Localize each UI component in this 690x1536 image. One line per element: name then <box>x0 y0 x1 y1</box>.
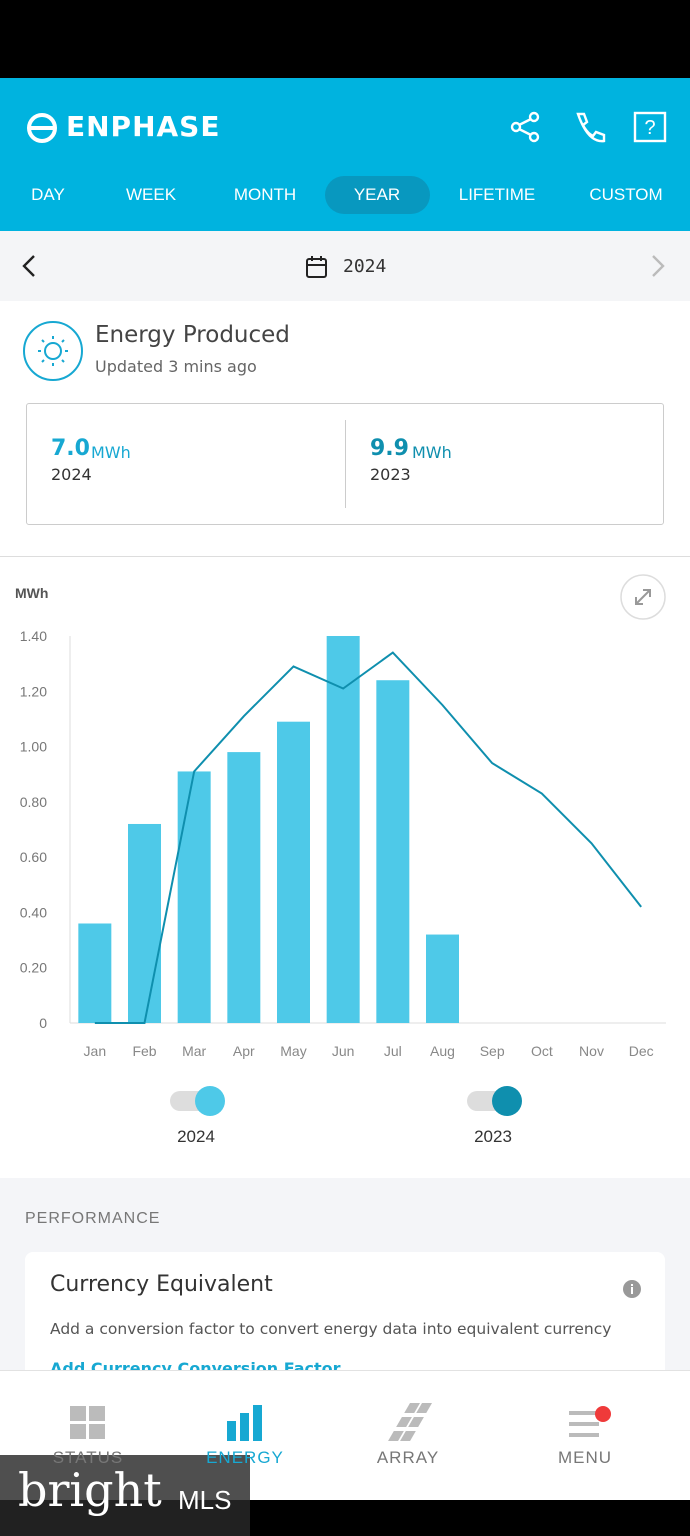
logo: ENPHASE <box>66 110 221 143</box>
bar <box>426 934 459 1023</box>
nav-item[interactable]: MENU <box>557 1448 613 1467</box>
card-title: Energy Produced <box>95 322 290 348</box>
currency-title: Currency Equivalent <box>50 1272 273 1297</box>
array-icon <box>388 1403 432 1441</box>
summary-unit: MWh <box>412 443 452 462</box>
menu-icon <box>569 1406 611 1437</box>
bar <box>376 680 410 1023</box>
x-tick-label: Jan <box>84 1043 107 1059</box>
svg-text:?: ? <box>644 117 655 139</box>
y-tick-label: 1.00 <box>20 739 47 755</box>
nav-item[interactable]: ENERGY <box>206 1448 284 1467</box>
active-tab-pill <box>325 176 430 214</box>
x-tick-label: Sep <box>480 1043 505 1059</box>
legend-toggle-knob[interactable] <box>492 1086 522 1116</box>
currency-text: Add a conversion factor to convert energ… <box>50 1320 612 1338</box>
tab[interactable]: MONTH <box>233 185 297 204</box>
x-tick-label: Jul <box>384 1043 402 1059</box>
summary-unit: MWh <box>91 443 131 462</box>
x-tick-label: Oct <box>531 1043 553 1059</box>
bar <box>177 771 211 1023</box>
watermark-suffix: MLS <box>178 1485 232 1515</box>
y-tick-label: 0.80 <box>20 794 47 810</box>
y-axis-label: MWh <box>15 585 48 601</box>
section-title: PERFORMANCE <box>25 1210 161 1227</box>
legend-label: 2023 <box>474 1127 512 1146</box>
summary-value: 9.9 <box>370 436 409 461</box>
nav-item[interactable]: STATUS <box>52 1448 124 1467</box>
tab[interactable]: WEEK <box>125 185 177 204</box>
x-tick-label: May <box>280 1043 306 1059</box>
tab[interactable]: LIFETIME <box>458 185 536 204</box>
separator <box>0 556 690 557</box>
x-tick-label: Nov <box>579 1043 604 1059</box>
line <box>94 651 642 1024</box>
status-bar <box>0 0 690 78</box>
bar <box>128 823 161 1023</box>
sun-icon <box>23 321 83 381</box>
watermark-brand: bright <box>18 1463 162 1517</box>
summary-year: 2023 <box>370 465 411 484</box>
bar <box>277 721 310 1023</box>
legend-toggle-knob[interactable] <box>195 1086 225 1116</box>
legend-label: 2024 <box>177 1127 215 1146</box>
tab[interactable]: CUSTOM <box>589 185 663 204</box>
y-tick-label: 0.40 <box>20 904 47 920</box>
y-tick-label: 1.20 <box>20 683 47 699</box>
x-tick-label: Dec <box>629 1043 654 1059</box>
expand-icon <box>635 589 651 605</box>
header-icons[interactable]: ? <box>510 110 670 146</box>
bar <box>227 752 261 1023</box>
bar <box>78 923 112 1023</box>
tab[interactable]: DAY <box>31 185 65 204</box>
status-icon <box>70 1406 105 1439</box>
watermark: bright MLS <box>0 1455 250 1536</box>
prev-button[interactable] <box>20 253 40 279</box>
summary-value: 7.0 <box>51 436 90 461</box>
tab[interactable]: YEAR <box>353 185 401 204</box>
info-icon[interactable] <box>622 1279 642 1299</box>
x-tick-label: Feb <box>132 1043 156 1059</box>
logo-icon <box>27 113 57 143</box>
y-tick-label: 0 <box>39 1015 47 1031</box>
y-tick-label: 0.20 <box>20 960 47 976</box>
x-tick-label: Jun <box>332 1043 355 1059</box>
summary-box <box>26 403 664 525</box>
energy-icon <box>227 1405 262 1441</box>
date[interactable]: 2024 <box>343 256 387 277</box>
date-bar: 2024 <box>0 231 690 301</box>
next-button[interactable] <box>648 253 668 279</box>
chart: MWh 0 0.20 0.40 0.60 0.80 1.00 1.20 1.40 Jan Feb M… <box>15 574 666 1146</box>
updated: Updated 3 mins ago <box>95 357 257 376</box>
calendar-icon <box>306 256 327 278</box>
x-tick-label: Aug <box>430 1043 455 1059</box>
currency-card: Currency Equivalent Add a conversion fac… <box>25 1252 665 1382</box>
y-tick-label: 1.40 <box>20 628 47 644</box>
divider <box>345 420 346 508</box>
x-tick-label: Mar <box>182 1043 206 1059</box>
header: ENPHASE ? <box>0 78 690 231</box>
summary-year: 2024 <box>51 465 92 484</box>
bar <box>326 636 360 1023</box>
performance-section: PERFORMANCE Currency Equivalent Add a co… <box>0 1178 690 1382</box>
x-tick-label: Apr <box>233 1043 255 1059</box>
nav-item[interactable]: ARRAY <box>376 1448 440 1467</box>
y-tick-label: 0.60 <box>20 849 47 865</box>
